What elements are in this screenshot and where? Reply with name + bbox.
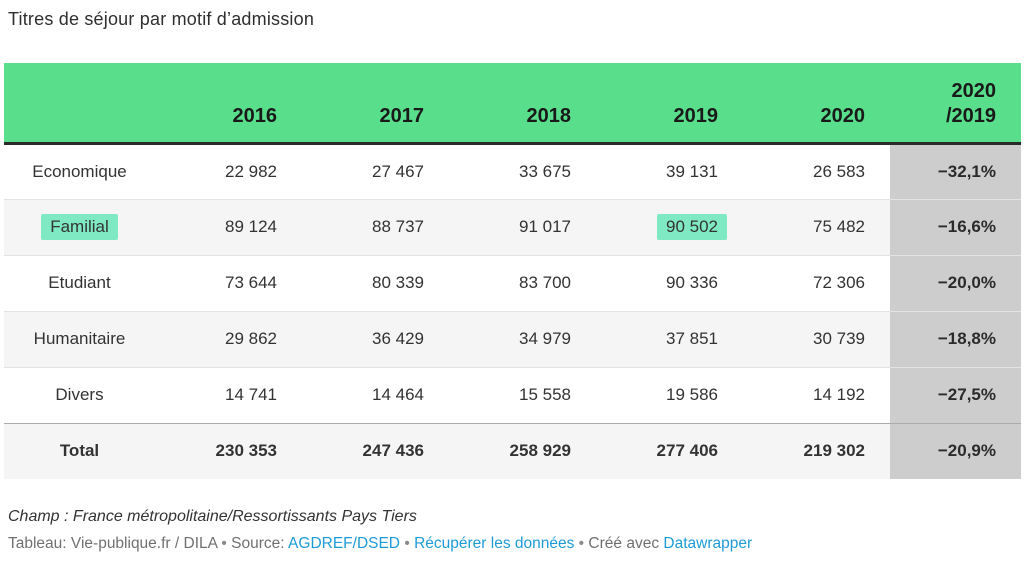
table-notes: Champ : France métropolitaine/Ressortiss… [8, 508, 417, 525]
table-row-etudiant: Etudiant 73 644 80 339 83 700 90 336 72 … [4, 254, 1021, 311]
table-cell: 30 739 [743, 310, 890, 367]
table-cell: 277 406 [596, 422, 743, 479]
table-cell: 72 306 [743, 254, 890, 311]
table-cell: 29 862 [155, 310, 302, 367]
bullet-separator: • [578, 535, 585, 552]
table-row-total: Total 230 353 247 436 258 929 277 406 21… [4, 422, 1021, 479]
table-cell: 83 700 [449, 254, 596, 311]
header-change-line2: /2019 [945, 104, 996, 127]
table-row-familial: Familial 89 124 88 737 91 017 90 502 75 … [4, 198, 1021, 255]
table-cell: 219 302 [743, 422, 890, 479]
table-cell: 34 979 [449, 310, 596, 367]
row-label: Etudiant [4, 254, 155, 311]
row-label: Humanitaire [4, 310, 155, 367]
header-cell-2020: 2020 [743, 63, 890, 145]
header-cell-2018: 2018 [449, 63, 596, 145]
header-cell-2017: 2017 [302, 63, 449, 145]
header-cell-2016: 2016 [155, 63, 302, 145]
change-cell: −32,1% [890, 143, 1021, 199]
page-title: Titres de séjour par motif d’admission [8, 9, 315, 29]
change-cell: −16,6% [890, 198, 1021, 255]
highlight-90502: 90 502 [657, 214, 727, 240]
table-cell: 73 644 [155, 254, 302, 311]
row-label: Total [4, 422, 155, 479]
table-cell: 90 336 [596, 254, 743, 311]
table-row-humanitaire: Humanitaire 29 862 36 429 34 979 37 851 … [4, 310, 1021, 367]
table-cell: 14 464 [302, 366, 449, 423]
table-row-economique: Economique 22 982 27 467 33 675 39 131 2… [4, 143, 1021, 199]
created-with-label: Créé avec [588, 535, 660, 552]
table-cell: 80 339 [302, 254, 449, 311]
header-change-line1: 2020 [951, 79, 997, 102]
header-row: 2016 2017 2018 2019 2020 2020 /2019 [4, 63, 1021, 145]
row-label: Familial [4, 198, 155, 255]
table-cell: 88 737 [302, 198, 449, 255]
table-cell: 14 192 [743, 366, 890, 423]
table-row-divers: Divers 14 741 14 464 15 558 19 586 14 19… [4, 366, 1021, 423]
table-cell: 247 436 [302, 422, 449, 479]
table-cell: 27 467 [302, 143, 449, 199]
bullet-separator: • [404, 535, 410, 552]
attribution-line: Tableau: Vie-publique.fr / DILA • Source… [8, 535, 1021, 553]
table-cell: 22 982 [155, 143, 302, 199]
highlight-familial: Familial [41, 214, 118, 240]
table-cell: 75 482 [743, 198, 890, 255]
change-cell: −20,9% [890, 422, 1021, 479]
data-table: 2016 2017 2018 2019 2020 2020 /2019 Econ… [4, 63, 1021, 479]
table-cell: 230 353 [155, 422, 302, 479]
header-cell-2019: 2019 [596, 63, 743, 145]
source-label: Source: [231, 535, 285, 552]
table-cell: 19 586 [596, 366, 743, 423]
table-cell: 89 124 [155, 198, 302, 255]
header-cell-change: 2020 /2019 [890, 63, 1021, 145]
table-credit: Tableau: Vie-publique.fr / DILA [8, 535, 218, 552]
row-label: Divers [4, 366, 155, 423]
table-cell: 258 929 [449, 422, 596, 479]
table-cell: 15 558 [449, 366, 596, 423]
table-cell: 36 429 [302, 310, 449, 367]
bullet-separator: • [221, 535, 227, 552]
change-cell: −20,0% [890, 254, 1021, 311]
table-cell: 26 583 [743, 143, 890, 199]
table-cell: 39 131 [596, 143, 743, 199]
row-label: Economique [4, 143, 155, 199]
table-cell: 90 502 [596, 198, 743, 255]
header-cell-empty [4, 63, 155, 145]
get-data-link[interactable]: Récupérer les données [414, 535, 575, 552]
table-cell: 14 741 [155, 366, 302, 423]
table-cell: 91 017 [449, 198, 596, 255]
change-cell: −27,5% [890, 366, 1021, 423]
source-link[interactable]: AGDREF/DSED [288, 535, 401, 552]
table-cell: 37 851 [596, 310, 743, 367]
datawrapper-link[interactable]: Datawrapper [663, 535, 753, 552]
table-cell: 33 675 [449, 143, 596, 199]
change-cell: −18,8% [890, 310, 1021, 367]
